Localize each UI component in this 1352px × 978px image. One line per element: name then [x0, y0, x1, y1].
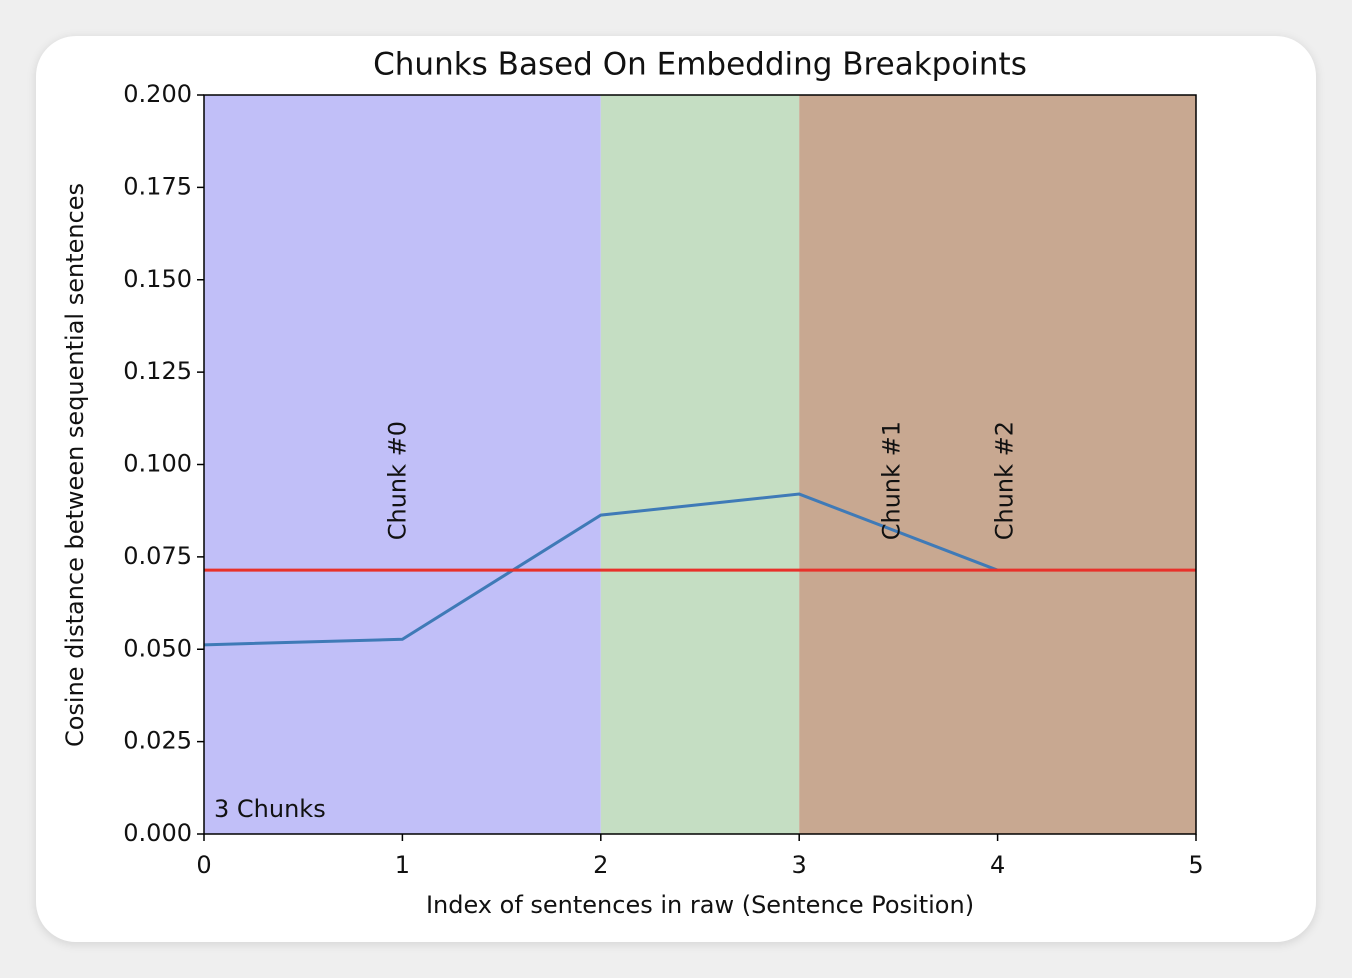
y-tick-label: 0.050 [123, 634, 192, 662]
y-tick-label: 0.100 [123, 450, 192, 478]
chunk-span [204, 95, 601, 834]
chunk-label: Chunk #0 [383, 421, 411, 540]
x-tick-label: 5 [1188, 851, 1203, 879]
x-tick-label: 4 [990, 851, 1005, 879]
y-tick-label: 0.175 [123, 172, 192, 200]
y-tick-label: 0.075 [123, 542, 192, 570]
y-axis-label: Cosine distance between sequential sente… [61, 183, 89, 747]
x-tick-label: 3 [792, 851, 807, 879]
chunk-span [600, 95, 800, 834]
y-tick-label: 0.025 [123, 727, 192, 755]
x-tick-label: 1 [395, 851, 410, 879]
chunk-span [799, 95, 1196, 834]
chunk-label: Chunk #1 [877, 421, 905, 540]
x-axis-label: Index of sentences in raw (Sentence Posi… [426, 891, 974, 919]
x-tick-label: 2 [593, 851, 608, 879]
chunk-label: Chunk #2 [991, 421, 1019, 540]
chart-title: Chunks Based On Embedding Breakpoints [373, 47, 1027, 83]
y-tick-label: 0.125 [123, 357, 192, 385]
series-line [203, 492, 999, 647]
x-tick-label: 0 [196, 851, 211, 879]
y-tick-label: 0.150 [123, 265, 192, 293]
y-tick-label: 0.200 [123, 80, 192, 108]
chunk-count: 3 Chunks [214, 795, 326, 823]
y-tick-label: 0.000 [123, 819, 192, 847]
